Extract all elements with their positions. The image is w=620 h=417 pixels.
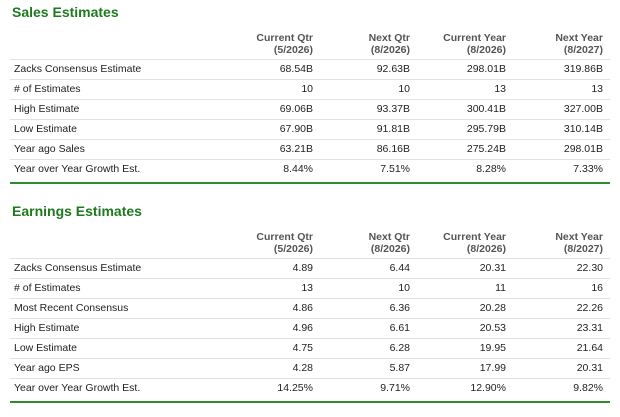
cell-value: 295.79B (466, 123, 506, 135)
cell-value: 86.16B (376, 143, 410, 155)
cell-value: 327.00B (563, 103, 603, 115)
row-divider (10, 338, 610, 339)
cell-value: 20.28 (479, 302, 506, 314)
row-divider (10, 298, 610, 299)
cell-value: 20.31 (576, 362, 603, 374)
column-header: Current Year (443, 231, 506, 243)
cell-value: 300.41B (466, 103, 506, 115)
row-label: Year ago Sales (14, 143, 85, 155)
column-period: (8/2026) (466, 243, 506, 255)
column-header: Next Year (555, 231, 603, 243)
column-period: (8/2027) (563, 44, 603, 56)
column-header: Next Year (555, 32, 603, 44)
column-header: Current Qtr (256, 231, 313, 243)
section-title: Sales Estimates (12, 4, 119, 20)
row-label: Most Recent Consensus (14, 302, 129, 314)
cell-value: 91.81B (376, 123, 410, 135)
row-label: Year over Year Growth Est. (14, 382, 141, 394)
cell-value: 4.75 (292, 342, 313, 354)
column-header: Next Qtr (368, 231, 410, 243)
cell-value: 4.28 (292, 362, 313, 374)
cell-value: 93.37B (376, 103, 410, 115)
cell-value: 4.86 (292, 302, 313, 314)
section-bottom-rule (10, 182, 610, 184)
row-label: Low Estimate (14, 123, 78, 135)
cell-value: 4.89 (292, 262, 313, 274)
cell-value: 19.95 (479, 342, 506, 354)
cell-value: 92.63B (376, 63, 410, 75)
row-divider (10, 59, 610, 60)
cell-value: 5.87 (389, 362, 410, 374)
cell-value: 22.30 (576, 262, 603, 274)
row-label: Low Estimate (14, 342, 78, 354)
row-label: Year ago EPS (14, 362, 80, 374)
cell-value: 275.24B (466, 143, 506, 155)
cell-value: 21.64 (576, 342, 603, 354)
row-label: # of Estimates (14, 282, 81, 294)
cell-value: 23.31 (576, 322, 603, 334)
cell-value: 10 (398, 282, 410, 294)
row-divider (10, 99, 610, 100)
cell-value: 310.14B (563, 123, 603, 135)
cell-value: 6.44 (389, 262, 410, 274)
cell-value: 6.28 (389, 342, 410, 354)
column-period: (8/2026) (370, 243, 410, 255)
cell-value: 12.90% (470, 382, 506, 394)
cell-value: 20.53 (479, 322, 506, 334)
cell-value: 17.99 (479, 362, 506, 374)
cell-value: 67.90B (279, 123, 313, 135)
cell-value: 68.54B (279, 63, 313, 75)
column-period: (5/2026) (273, 44, 313, 56)
row-divider (10, 159, 610, 160)
cell-value: 69.06B (279, 103, 313, 115)
cell-value: 10 (301, 83, 313, 95)
row-divider (10, 318, 610, 319)
row-divider (10, 139, 610, 140)
cell-value: 298.01B (466, 63, 506, 75)
row-label: High Estimate (14, 322, 80, 334)
section-title: Earnings Estimates (12, 203, 142, 219)
column-period: (8/2026) (370, 44, 410, 56)
cell-value: 4.96 (292, 322, 313, 334)
row-label: Zacks Consensus Estimate (14, 262, 142, 274)
cell-value: 10 (398, 83, 410, 95)
column-header: Current Year (443, 32, 506, 44)
cell-value: 22.26 (576, 302, 603, 314)
cell-value: 9.71% (380, 382, 410, 394)
cell-value: 11 (495, 282, 506, 294)
cell-value: 7.51% (380, 163, 410, 175)
cell-value: 16 (591, 282, 603, 294)
cell-value: 8.28% (476, 163, 506, 175)
cell-value: 6.36 (389, 302, 410, 314)
row-divider (10, 358, 610, 359)
row-label: High Estimate (14, 103, 80, 115)
row-divider (10, 378, 610, 379)
row-label: # of Estimates (14, 83, 81, 95)
column-header: Next Qtr (368, 32, 410, 44)
row-divider (10, 119, 610, 120)
cell-value: 20.31 (479, 262, 506, 274)
cell-value: 7.33% (573, 163, 603, 175)
cell-value: 9.82% (573, 382, 603, 394)
cell-value: 8.44% (283, 163, 313, 175)
cell-value: 63.21B (279, 143, 313, 155)
cell-value: 13 (591, 83, 603, 95)
column-period: (5/2026) (273, 243, 313, 255)
cell-value: 319.86B (563, 63, 603, 75)
cell-value: 298.01B (563, 143, 603, 155)
row-divider (10, 258, 610, 259)
row-divider (10, 79, 610, 80)
row-divider (10, 278, 610, 279)
column-period: (8/2026) (466, 44, 506, 56)
cell-value: 6.61 (389, 322, 410, 334)
cell-value: 14.25% (277, 382, 313, 394)
column-period: (8/2027) (563, 243, 603, 255)
cell-value: 13 (494, 83, 506, 95)
row-label: Zacks Consensus Estimate (14, 63, 142, 75)
row-label: Year over Year Growth Est. (14, 163, 141, 175)
column-header: Current Qtr (256, 32, 313, 44)
cell-value: 13 (301, 282, 313, 294)
section-bottom-rule (10, 401, 610, 403)
